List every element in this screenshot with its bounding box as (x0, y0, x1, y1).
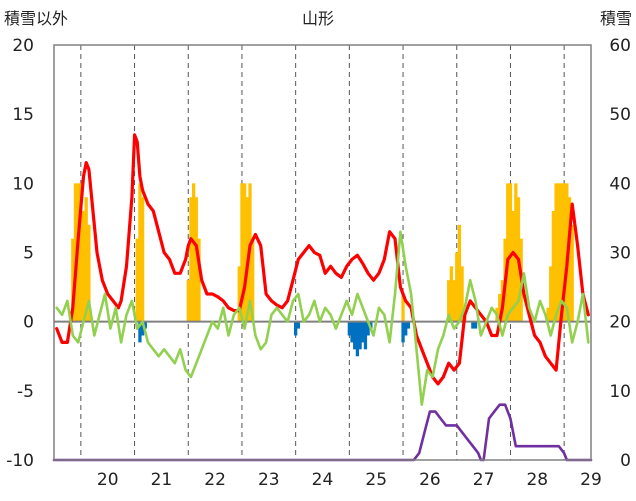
left-tick-label: 15 (12, 105, 34, 125)
sunshine-bar (549, 266, 553, 322)
sunshine-bar (460, 266, 464, 322)
x-tick-label: 26 (419, 470, 441, 490)
sunshine-bar (138, 183, 142, 322)
sunshine-bar (87, 224, 91, 322)
precipitation-bar (406, 321, 411, 329)
right-tick-label: 40 (609, 174, 631, 194)
left-axis-ticks: 20 15 10 5 0 -5 -10 (6, 36, 34, 471)
sunshine-bar (562, 183, 566, 322)
precipitation-bar (140, 321, 145, 336)
sunshine-bar (551, 211, 556, 322)
sunshine-bar (73, 183, 78, 322)
right-tick-label: 20 (609, 313, 631, 333)
right-tick-label: 0 (620, 451, 631, 471)
sunshine-bar (511, 211, 515, 322)
precipitation-bar (294, 321, 298, 336)
x-tick-label: 25 (365, 470, 387, 490)
right-tick-label: 50 (609, 105, 631, 125)
x-tick-label: 24 (312, 470, 334, 490)
sunshine-bar (140, 197, 145, 322)
x-axis-ticks: 20 21 22 23 24 25 26 27 28 29 (97, 470, 602, 490)
sunshine-bar (84, 197, 88, 322)
vertical-gridlines (80, 45, 565, 460)
left-tick-label: -5 (17, 382, 34, 402)
sunshine-bar (514, 183, 518, 322)
sunshine-bar (570, 224, 574, 322)
wind-line (55, 230, 590, 407)
x-tick-label: 20 (97, 470, 119, 490)
x-tick-label: 28 (526, 470, 548, 490)
x-tick-label: 21 (151, 470, 173, 490)
left-tick-label: 10 (12, 174, 34, 194)
left-tick-label: 0 (23, 313, 34, 333)
precipitation-bar (358, 321, 362, 350)
precipitation-bar (143, 321, 147, 329)
sunshine-bar (452, 280, 456, 322)
left-axis-label: 積雪以外 (4, 9, 68, 28)
sunshine-bar (557, 183, 561, 322)
precipitation-bar (138, 321, 142, 343)
precipitation-bar (366, 321, 370, 336)
precipitation-bar (296, 321, 300, 329)
sunshine-bar (559, 183, 564, 322)
sunshine-bar (194, 197, 198, 322)
sunshine-bar (242, 183, 247, 322)
precipitation-bar (473, 321, 478, 329)
left-tick-label: 5 (23, 244, 34, 264)
x-tick-label: 22 (204, 470, 226, 490)
sunshine-bar (506, 183, 510, 322)
sunshine-bar (191, 183, 196, 322)
sunshine-bar (79, 183, 83, 322)
sunshine-bar (251, 238, 255, 322)
sunshine-bar (498, 294, 502, 322)
sunshine-bar (189, 197, 193, 322)
sunshine-bar (240, 183, 244, 322)
precipitation-bar (347, 321, 351, 336)
precipitation-bar (401, 321, 405, 343)
right-tick-label: 10 (609, 382, 631, 402)
sunshine-bar (554, 183, 558, 322)
precipitation-bar (355, 321, 360, 357)
temperature-line (55, 133, 590, 386)
right-axis-ticks: 60 50 40 30 20 10 0 (609, 36, 631, 471)
sunshine-bar (457, 224, 462, 322)
sunshine-bar (401, 294, 405, 322)
sunshine-bar (135, 238, 139, 322)
left-tick-label: -10 (6, 451, 34, 471)
sunshine-bar (81, 211, 86, 322)
chart-title: 山形 (302, 9, 334, 28)
precipitation-bar (471, 321, 475, 329)
precipitation-bar (361, 321, 365, 343)
left-tick-label: 20 (12, 36, 34, 56)
x-tick-label: 29 (580, 470, 602, 490)
sunshine-bar (546, 307, 550, 322)
right-tick-label: 30 (609, 244, 631, 264)
precipitation-bar (350, 321, 354, 343)
precipitation-bar (363, 321, 368, 350)
sunshine-bar (567, 197, 572, 322)
sunshine-bar (186, 280, 190, 322)
sunshine-bar (447, 280, 451, 322)
right-tick-label: 60 (609, 36, 631, 56)
sunshine-bar (237, 266, 241, 322)
x-tick-label: 23 (258, 470, 280, 490)
x-tick-label: 27 (473, 470, 495, 490)
sunshine-bar (455, 252, 459, 322)
precipitation-bar (404, 321, 408, 336)
sunshine-bar (449, 266, 454, 322)
sunshine-bar (197, 238, 201, 322)
precipitation-bar (353, 321, 357, 350)
sunshine-bar (508, 183, 513, 322)
plot-frame (53, 44, 592, 461)
right-axis-label: 積雪 (600, 9, 632, 28)
sunshine-bar (71, 238, 75, 322)
